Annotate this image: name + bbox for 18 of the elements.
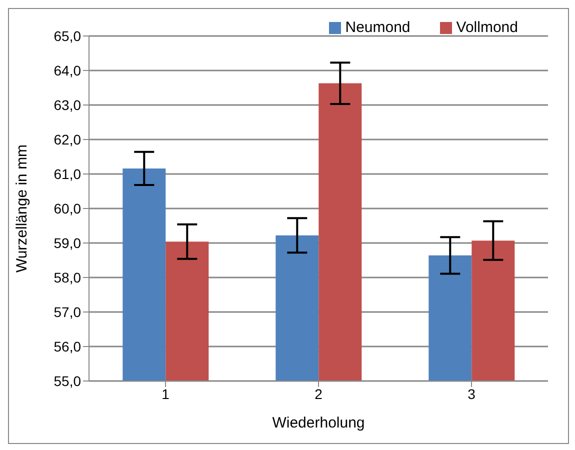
legend-label: Neumond (345, 19, 410, 36)
y-tick-label: 60,0 (54, 200, 82, 216)
y-tick-label: 62,0 (54, 131, 82, 148)
y-tick-label: 55,0 (54, 372, 82, 389)
y-tick-label: 56,0 (54, 338, 82, 354)
y-tick-label: 58,0 (54, 269, 82, 286)
y-tick-label: 61,0 (54, 166, 82, 182)
y-tick-label: 65,0 (54, 28, 82, 44)
y-axis-title: Wurzellänge in mm (13, 144, 30, 273)
y-tick-label: 64,0 (54, 62, 82, 78)
x-tick-label: 2 (314, 386, 323, 402)
x-tick-label: 3 (468, 386, 476, 402)
x-axis-title: Wiederholung (272, 414, 365, 432)
legend-label: Vollmond (456, 19, 518, 36)
y-tick-label: 57,0 (54, 304, 82, 320)
y-tick-label: 59,0 (54, 234, 82, 251)
y-tick-label: 63,0 (54, 96, 82, 113)
x-tick-label: 1 (162, 386, 170, 402)
